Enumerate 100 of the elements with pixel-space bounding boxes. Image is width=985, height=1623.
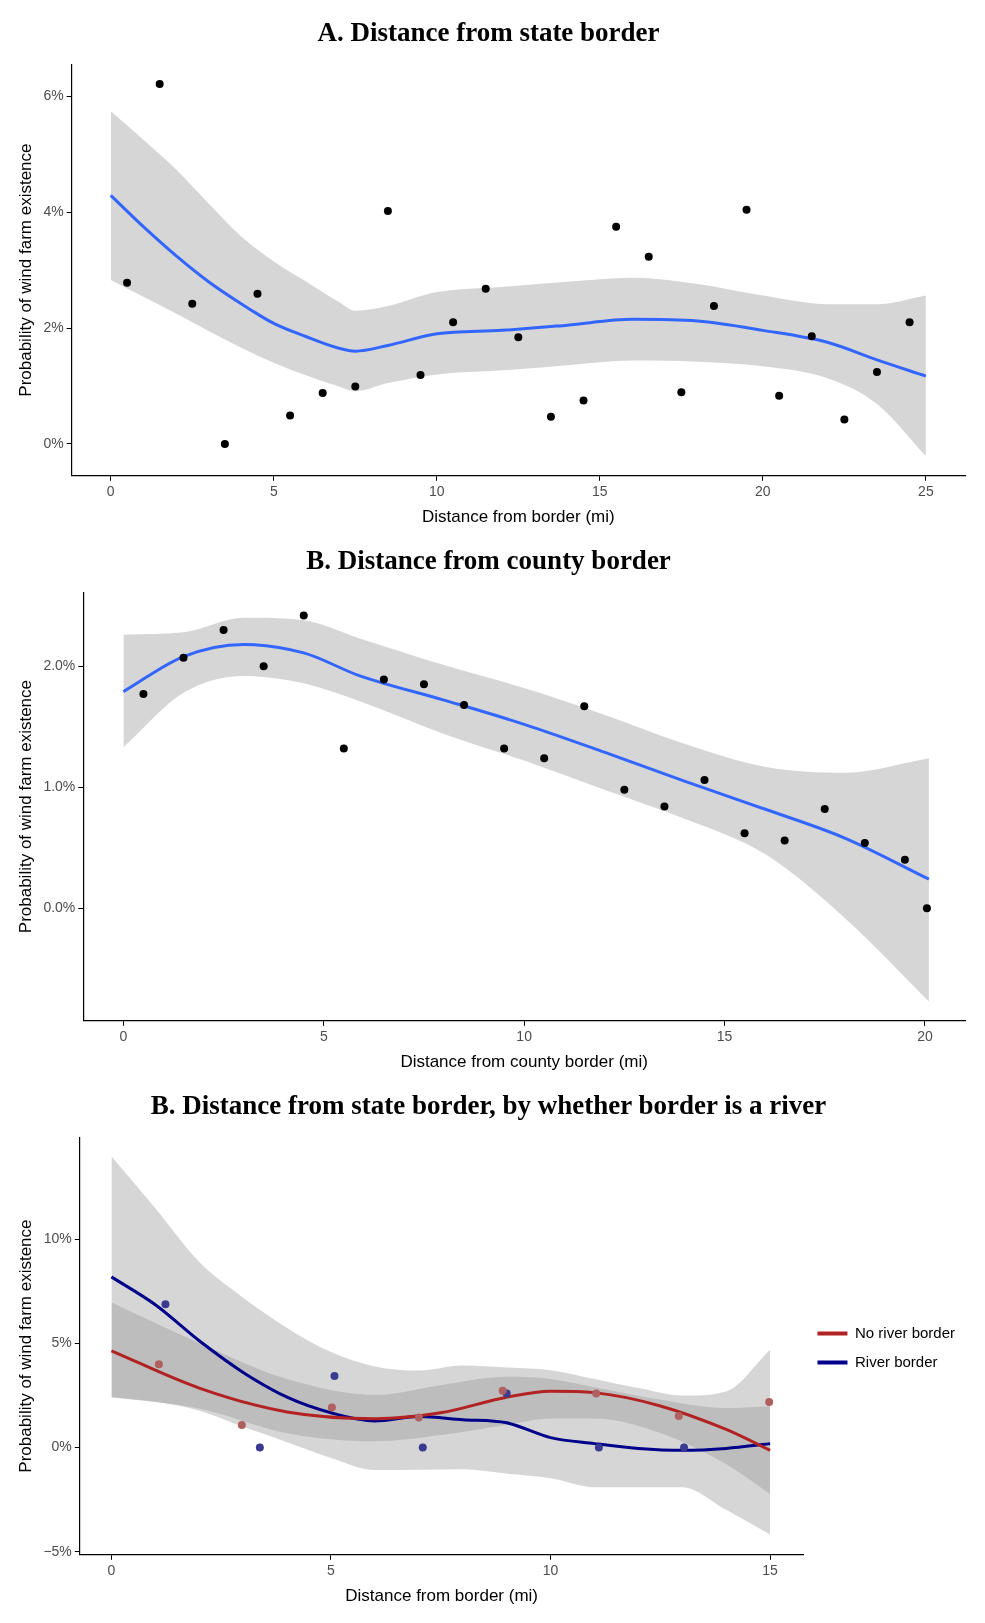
x-tick-label: 15 bbox=[592, 483, 608, 500]
point bbox=[820, 805, 829, 814]
y-tick-label: 2% bbox=[43, 318, 64, 335]
point bbox=[592, 1389, 601, 1398]
point bbox=[674, 1411, 683, 1420]
line-series bbox=[109, 193, 928, 378]
x-tick-label: 20 bbox=[917, 1028, 933, 1045]
point bbox=[253, 289, 262, 298]
point bbox=[330, 1371, 339, 1380]
point bbox=[318, 388, 327, 397]
legend-label: River border bbox=[854, 1352, 938, 1370]
point bbox=[449, 318, 458, 327]
y-tick-label: 0% bbox=[51, 1438, 72, 1455]
y-axis-title: Probability of wind farm existence bbox=[15, 143, 35, 397]
point bbox=[514, 333, 523, 342]
point bbox=[594, 1443, 603, 1452]
chart-title: A. Distance from state border bbox=[317, 17, 660, 48]
point bbox=[498, 1386, 507, 1395]
point bbox=[161, 1300, 170, 1309]
x-tick-label: 10 bbox=[542, 1562, 559, 1579]
point bbox=[580, 702, 589, 711]
y-axis-title: Probability of wind farm existence bbox=[15, 679, 35, 934]
point bbox=[339, 744, 348, 753]
point bbox=[546, 412, 555, 421]
x-tick-label: 10 bbox=[516, 1028, 533, 1045]
y-tick-label: 10% bbox=[43, 1230, 72, 1247]
point bbox=[123, 278, 132, 287]
point bbox=[709, 302, 718, 311]
x-tick-label: 0 bbox=[119, 1028, 128, 1045]
point bbox=[860, 838, 869, 847]
x-tick-label: 5 bbox=[269, 483, 278, 500]
y-tick-label: −5% bbox=[43, 1542, 72, 1559]
y-tick-label: 1.0% bbox=[43, 778, 76, 795]
point bbox=[351, 382, 360, 391]
point bbox=[540, 754, 549, 763]
point bbox=[660, 802, 669, 811]
point bbox=[220, 439, 229, 448]
point bbox=[900, 855, 909, 864]
point bbox=[765, 1398, 774, 1406]
point bbox=[188, 299, 197, 308]
point bbox=[680, 1443, 689, 1452]
point bbox=[644, 252, 653, 261]
line-series bbox=[109, 1349, 772, 1452]
x-tick-label: 15 bbox=[716, 1028, 733, 1045]
point bbox=[775, 391, 784, 400]
x-tick-label: 20 bbox=[755, 483, 771, 500]
point bbox=[259, 662, 268, 671]
y-tick-label: 5% bbox=[51, 1334, 72, 1351]
point bbox=[807, 332, 816, 341]
x-axis-title: Distance from county border (mi) bbox=[400, 1052, 648, 1072]
legend-label: No river border bbox=[854, 1323, 956, 1341]
point bbox=[299, 611, 308, 620]
chart-title: B. Distance from state border, by whether border is a river bbox=[150, 1090, 827, 1121]
point bbox=[414, 1413, 423, 1422]
point bbox=[700, 775, 709, 784]
point bbox=[419, 680, 428, 689]
x-tick-label: 0 bbox=[107, 1562, 116, 1579]
point bbox=[418, 1443, 427, 1452]
x-tick-label: 5 bbox=[327, 1562, 336, 1579]
y-tick-label: 0% bbox=[43, 434, 64, 451]
point bbox=[379, 675, 388, 684]
x-tick-label: 10 bbox=[429, 483, 445, 500]
point bbox=[416, 370, 425, 379]
y-axis-title: Probability of wind farm existence bbox=[15, 1219, 35, 1473]
point bbox=[481, 284, 490, 293]
point bbox=[286, 411, 295, 420]
x-tick-label: 0 bbox=[106, 483, 115, 500]
point bbox=[620, 785, 629, 794]
point bbox=[237, 1421, 246, 1430]
point bbox=[219, 625, 228, 634]
y-tick-label: 0.0% bbox=[43, 899, 76, 916]
point bbox=[327, 1403, 336, 1412]
x-axis-title: Distance from border (mi) bbox=[421, 507, 615, 527]
point bbox=[500, 744, 509, 753]
point bbox=[742, 205, 751, 214]
point bbox=[872, 368, 881, 377]
x-axis-title: Distance from border (mi) bbox=[345, 1586, 538, 1606]
point bbox=[383, 207, 392, 215]
y-tick-label: 6% bbox=[43, 87, 64, 104]
point bbox=[780, 836, 789, 845]
point bbox=[905, 318, 914, 327]
x-tick-label: 15 bbox=[762, 1562, 779, 1579]
y-tick-label: 2.0% bbox=[43, 657, 76, 674]
line-series bbox=[121, 642, 931, 881]
point bbox=[139, 690, 148, 699]
point bbox=[677, 388, 686, 397]
x-tick-label: 25 bbox=[918, 483, 934, 500]
point bbox=[179, 653, 188, 662]
line-series bbox=[109, 1275, 772, 1452]
x-tick-label: 5 bbox=[319, 1028, 328, 1045]
point bbox=[460, 700, 469, 709]
point bbox=[922, 904, 931, 913]
point bbox=[840, 415, 849, 424]
point bbox=[740, 829, 749, 838]
point bbox=[255, 1443, 264, 1452]
point bbox=[612, 222, 621, 231]
chart-title: B. Distance from county border bbox=[306, 545, 671, 576]
point bbox=[155, 80, 164, 89]
point bbox=[579, 396, 588, 405]
point bbox=[154, 1360, 163, 1369]
